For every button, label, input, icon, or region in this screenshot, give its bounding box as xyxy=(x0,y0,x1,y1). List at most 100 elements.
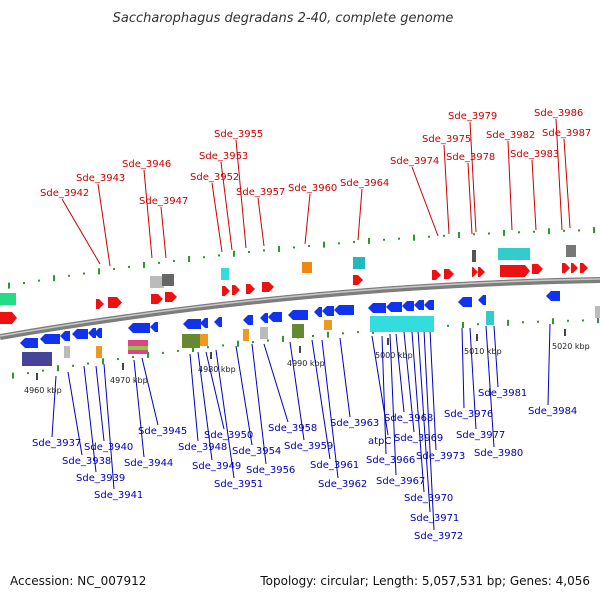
leader-line xyxy=(311,339,331,460)
reverse-gene-arrow xyxy=(40,334,60,344)
forward-gene-label: Sde_3947 xyxy=(139,196,188,207)
leader-line xyxy=(531,159,537,231)
tick-mark xyxy=(42,369,44,372)
axis-tick xyxy=(476,334,478,341)
leader-line xyxy=(257,197,265,247)
tick-mark xyxy=(132,355,134,358)
axis-tick xyxy=(299,346,301,353)
forward-gene-label: Sde_3983 xyxy=(510,149,559,160)
leader-line xyxy=(395,333,405,413)
tick-mark xyxy=(222,344,224,347)
tick-mark xyxy=(582,319,584,322)
reverse-gene-label: Sde_3963 xyxy=(330,418,379,429)
forward-gene-arrow xyxy=(246,284,255,294)
reverse-gene-arrow xyxy=(243,315,253,325)
leader-line xyxy=(381,335,387,455)
reverse-gene-label: Sde_3950 xyxy=(204,430,253,441)
reverse-gene-arrow xyxy=(94,328,102,338)
tick-mark xyxy=(8,282,10,289)
forward-gene-arrow xyxy=(0,312,17,324)
reverse-gene-label: Sde_3984 xyxy=(528,406,577,417)
leader-line xyxy=(423,329,435,531)
tick-mark xyxy=(428,235,430,238)
leader-line xyxy=(429,329,437,451)
reverse-gene-arrow xyxy=(288,310,308,320)
reverse-gene-label: Sde_3961 xyxy=(310,460,359,471)
rna-feature-block xyxy=(498,248,530,260)
tick-mark xyxy=(177,349,179,352)
forward-gene-label: Sde_3960 xyxy=(288,183,337,194)
tick-mark xyxy=(548,228,550,235)
leader-line xyxy=(189,353,199,442)
tick-mark xyxy=(162,351,164,354)
tick-mark xyxy=(308,244,310,247)
tick-mark xyxy=(342,332,344,335)
tick-mark xyxy=(188,256,190,263)
tick-mark xyxy=(477,323,479,326)
leader-line xyxy=(143,169,153,259)
reverse-gene-arrow xyxy=(478,295,486,305)
tick-mark xyxy=(398,237,400,240)
tick-mark xyxy=(173,259,175,262)
reverse-gene-arrow xyxy=(200,318,208,328)
reverse-gene-label: Sde_3940 xyxy=(84,442,133,453)
rna-feature-block xyxy=(22,352,52,366)
tick-mark xyxy=(368,237,370,244)
forward-gene-arrow xyxy=(222,286,230,296)
leader-line xyxy=(103,363,115,490)
reverse-gene-arrow xyxy=(314,307,322,317)
tick-mark xyxy=(192,346,194,353)
forward-gene-label: Sde_3974 xyxy=(390,156,439,167)
tick-mark xyxy=(278,245,280,252)
tick-mark xyxy=(443,234,445,237)
tick-mark xyxy=(203,256,205,259)
reverse-gene-arrow xyxy=(546,291,560,301)
leader-line xyxy=(371,335,389,436)
tick-mark xyxy=(83,272,85,275)
axis-tick-label: 4980 kbp xyxy=(198,365,236,374)
reverse-gene-label: Sde_3962 xyxy=(318,479,367,490)
axis-tick-label: 4960 kbp xyxy=(24,386,62,395)
reverse-gene-arrow xyxy=(424,300,434,310)
tick-mark xyxy=(263,249,265,252)
rna-feature-block xyxy=(472,250,476,262)
reverse-gene-arrow xyxy=(268,312,282,322)
leader-line xyxy=(493,325,499,388)
reverse-gene-label: Sde_3958 xyxy=(268,423,317,434)
reverse-gene-label: Sde_3971 xyxy=(410,513,459,524)
accession: Accession: NC_007912 xyxy=(10,574,146,588)
tick-mark xyxy=(117,358,119,361)
leader-line xyxy=(389,333,397,476)
reverse-gene-arrow xyxy=(72,329,88,339)
reverse-gene-label: Sde_3938 xyxy=(62,456,111,467)
tick-track xyxy=(8,227,599,379)
axis-tick-label: 5010 kbp xyxy=(464,347,502,356)
tick-mark xyxy=(237,340,239,347)
forward-gene-label: Sde_3964 xyxy=(340,178,389,189)
reverse-gene-arrow xyxy=(368,303,386,313)
tick-mark xyxy=(578,229,580,232)
tick-mark xyxy=(218,254,220,257)
tick-mark xyxy=(533,230,535,233)
leader-line xyxy=(235,139,247,249)
tick-mark xyxy=(68,274,70,277)
reverse-gene-label: Sde_3981 xyxy=(478,388,527,399)
leader-line xyxy=(443,144,450,235)
rna-feature-block xyxy=(260,327,268,339)
leader-line xyxy=(67,371,83,456)
reverse-gene-arrow xyxy=(183,319,201,329)
leader-line xyxy=(51,375,57,438)
rna-feature-block xyxy=(221,268,229,280)
reverse-gene-label: Sde_3977 xyxy=(456,430,505,441)
leader-line xyxy=(485,325,495,448)
tick-mark xyxy=(98,268,100,275)
forward-gene-arrow xyxy=(571,263,578,273)
rna-feature-block xyxy=(370,316,434,332)
rna-feature-block xyxy=(292,324,304,338)
axis-tick xyxy=(387,338,389,345)
rna-feature-block xyxy=(302,262,312,273)
leader-line xyxy=(235,345,253,446)
leader-line xyxy=(411,166,439,237)
leader-line xyxy=(411,331,425,493)
